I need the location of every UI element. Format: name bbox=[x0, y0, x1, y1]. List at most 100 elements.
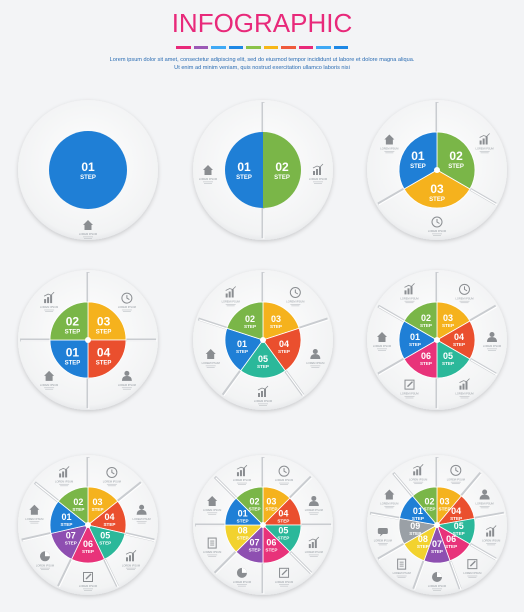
step-segment bbox=[262, 327, 302, 372]
step-segment bbox=[57, 486, 89, 526]
icon-caption: LOREM IPSUM bbox=[374, 539, 392, 543]
segment-divider bbox=[377, 542, 405, 561]
segment-divider bbox=[377, 187, 405, 206]
icon-caption: LOREM IPSUM bbox=[25, 517, 43, 521]
icon-caption: LOREM IPSUM bbox=[222, 300, 240, 304]
step-number: 04 bbox=[104, 512, 114, 522]
chart-icon: LOREM IPSUM bbox=[222, 286, 240, 307]
step-number: 01 bbox=[413, 506, 423, 516]
color-bar-segment bbox=[176, 46, 191, 49]
icon-caption: LOREM IPSUM bbox=[483, 344, 501, 348]
step-word: STEP bbox=[236, 349, 248, 354]
step-segment bbox=[403, 301, 438, 341]
step-word: STEP bbox=[270, 324, 282, 329]
step-number: 01 bbox=[410, 332, 420, 342]
center-dot bbox=[434, 167, 440, 173]
chart-icon: LOREM IPSUM bbox=[455, 378, 474, 399]
step-number: 03 bbox=[443, 313, 453, 323]
step-number: 09 bbox=[410, 521, 420, 531]
color-bar-segment bbox=[298, 46, 313, 49]
icon-caption: LOREM IPSUM bbox=[482, 539, 500, 543]
home-icon: LOREM IPSUM bbox=[203, 495, 221, 515]
icon-caption: LOREM IPSUM bbox=[463, 571, 481, 575]
step-word: STEP bbox=[99, 541, 111, 546]
icon-caption: LOREM IPSUM bbox=[203, 508, 221, 512]
icon-caption: LOREM IPSUM bbox=[233, 478, 251, 482]
center-dot bbox=[434, 337, 440, 343]
segment-divider bbox=[124, 531, 155, 542]
step-segment bbox=[87, 301, 127, 341]
step-number: 03 bbox=[97, 314, 111, 328]
step-word: STEP bbox=[65, 541, 77, 546]
step-word: STEP bbox=[442, 361, 454, 366]
step-number: 05 bbox=[258, 354, 268, 364]
center-dot bbox=[85, 522, 91, 528]
segment-divider bbox=[288, 475, 313, 500]
step-word: STEP bbox=[249, 547, 261, 552]
icon-caption: LOREM IPSUM bbox=[309, 177, 327, 181]
color-bar-segment bbox=[316, 46, 331, 49]
step-number: 06 bbox=[266, 537, 276, 547]
clock-icon: LOREM IPSUM bbox=[428, 216, 446, 236]
chat-icon: LOREM IPSUM bbox=[374, 528, 392, 546]
step-number: 01 bbox=[62, 512, 72, 522]
user-icon: LOREM IPSUM bbox=[305, 495, 323, 515]
clock-icon: LOREM IPSUM bbox=[275, 465, 293, 485]
segment-divider bbox=[116, 481, 143, 503]
step-word: STEP bbox=[61, 522, 73, 527]
edit-icon: LOREM IPSUM bbox=[275, 567, 293, 587]
clock-icon: LOREM IPSUM bbox=[118, 292, 136, 312]
step-word: STEP bbox=[236, 175, 252, 181]
step-number: 07 bbox=[66, 531, 76, 541]
step-number: 03 bbox=[440, 496, 450, 506]
subtitle-line-1: Lorem ipsum dolor sit amet, consectetur … bbox=[109, 57, 415, 63]
step-word: STEP bbox=[265, 507, 277, 512]
step-word: STEP bbox=[410, 164, 426, 170]
icon-caption: LOREM IPSUM bbox=[455, 392, 473, 396]
icon-caption: LOREM IPSUM bbox=[393, 571, 411, 575]
chart-icon: LOREM IPSUM bbox=[122, 550, 140, 570]
chart-icon: LOREM IPSUM bbox=[254, 385, 272, 406]
step-word: STEP bbox=[72, 507, 84, 512]
icon-caption: LOREM IPSUM bbox=[118, 305, 136, 309]
step-number: 07 bbox=[250, 537, 260, 547]
subtitle-line-2: Ut enim ad minim veniam, quis nostrud ex… bbox=[174, 65, 350, 71]
clock-icon: LOREM IPSUM bbox=[286, 287, 304, 307]
icon-caption: LOREM IPSUM bbox=[400, 392, 418, 396]
icon-caption: LOREM IPSUM bbox=[55, 479, 73, 483]
step-number: 04 bbox=[97, 346, 111, 360]
doc-icon: LOREM IPSUM bbox=[203, 537, 221, 557]
step-number: 04 bbox=[451, 506, 461, 516]
segment-divider bbox=[377, 357, 405, 376]
segment-divider bbox=[298, 317, 329, 330]
step-word: STEP bbox=[249, 507, 261, 512]
step-number: 04 bbox=[278, 509, 288, 519]
step-number: 01 bbox=[237, 339, 247, 349]
center-dot bbox=[434, 522, 440, 528]
step-word: STEP bbox=[429, 197, 445, 203]
home-icon: LOREM IPSUM bbox=[380, 134, 398, 154]
step-number: 05 bbox=[443, 351, 453, 361]
step-word: STEP bbox=[431, 549, 443, 554]
edit-icon: LOREM IPSUM bbox=[400, 379, 419, 399]
step-word: STEP bbox=[237, 535, 249, 540]
icon-caption: LOREM IPSUM bbox=[40, 305, 58, 309]
home-icon: LOREM IPSUM bbox=[380, 489, 398, 509]
step-number: 01 bbox=[238, 509, 248, 519]
icon-caption: LOREM IPSUM bbox=[373, 344, 391, 348]
center-dot bbox=[85, 337, 91, 343]
segment-divider bbox=[213, 550, 238, 575]
icon-caption: LOREM IPSUM bbox=[199, 177, 217, 181]
step-word: STEP bbox=[278, 349, 290, 354]
segment-divider bbox=[412, 560, 426, 590]
home-icon: LOREM IPSUM bbox=[199, 165, 217, 184]
step-number: 03 bbox=[93, 497, 103, 507]
step-number: 02 bbox=[250, 497, 260, 507]
step-number: 02 bbox=[66, 314, 80, 328]
step-word: STEP bbox=[274, 175, 290, 181]
